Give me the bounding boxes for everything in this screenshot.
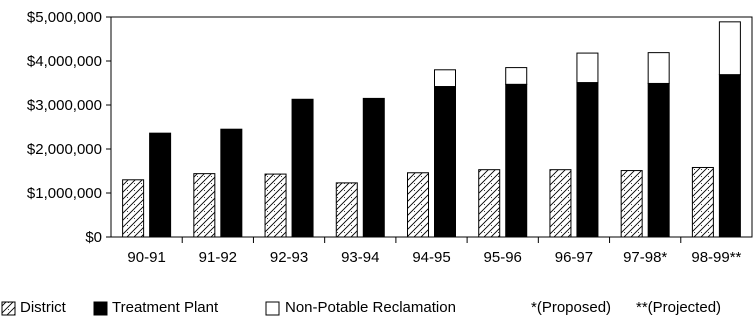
bar-treatment-plant [362, 97, 385, 238]
y-tick-label: $3,000,000 [27, 97, 102, 114]
legend-swatch-non-potable-reclamation [265, 301, 280, 316]
y-tick-label: $5,000,000 [27, 9, 102, 26]
bar-non-potable-reclamation [434, 69, 456, 88]
x-tick-label: 96-97 [555, 249, 593, 266]
legend-note: **(Projected) [636, 299, 721, 316]
bar-district [549, 169, 572, 238]
plot-frame [110, 16, 753, 238]
bar-district [335, 182, 358, 238]
legend-label: Treatment Plant [112, 299, 219, 316]
bar-district [264, 173, 287, 238]
bar-non-potable-reclamation [718, 21, 741, 76]
bar-district [193, 173, 216, 238]
x-tick-label: 97-98* [623, 249, 667, 266]
bar-treatment-plant [149, 132, 172, 238]
bar-treatment-plant [718, 74, 741, 238]
bar-district [620, 170, 643, 238]
bar-district [478, 169, 501, 238]
bar-non-potable-reclamation [505, 67, 528, 85]
y-tick-label: $2,000,000 [27, 141, 102, 158]
x-tick-label: 91-92 [199, 249, 237, 266]
bar-district [691, 166, 714, 238]
legend-swatch-treatment-plant [93, 301, 108, 316]
x-tick-label: 95-96 [484, 249, 522, 266]
x-axis: 90-91 91-92 92-93 93-94 94-95 95-96 96-97 97-98… [127, 237, 742, 266]
bar-treatment-plant [291, 98, 314, 238]
bar-non-potable-reclamation [576, 52, 599, 84]
y-tick-label: $1,000,000 [27, 185, 102, 202]
x-tick-label: 94-95 [412, 249, 450, 266]
x-tick-label: 92-93 [270, 249, 308, 266]
plot-area [110, 16, 753, 238]
bar-non-potable-reclamation [647, 52, 670, 84]
legend-swatch-district [1, 301, 16, 316]
bar-district [407, 172, 429, 238]
x-tick-label: 90-91 [127, 249, 165, 266]
y-tick-label: $4,000,000 [27, 53, 102, 70]
y-axis: $0 $1,000,000 $2,000,000 $3,000,000 $4,000,0… [27, 9, 111, 246]
bar-treatment-plant [220, 128, 243, 238]
bar-treatment-plant [576, 82, 599, 238]
bar-treatment-plant [505, 83, 528, 238]
legend-label: District [20, 299, 67, 316]
x-tick-label: 93-94 [341, 249, 379, 266]
y-tick-label: $0 [85, 229, 102, 246]
bar-district [122, 179, 145, 238]
bar-treatment-plant [647, 82, 670, 238]
x-tick-label: 98-99** [691, 249, 741, 266]
legend-note: *(Proposed) [531, 299, 611, 316]
legend: District Treatment Plant Non-Potable Recla… [1, 299, 721, 316]
legend-label: Non-Potable Reclamation [285, 299, 456, 316]
bar-treatment-plant [434, 86, 456, 238]
